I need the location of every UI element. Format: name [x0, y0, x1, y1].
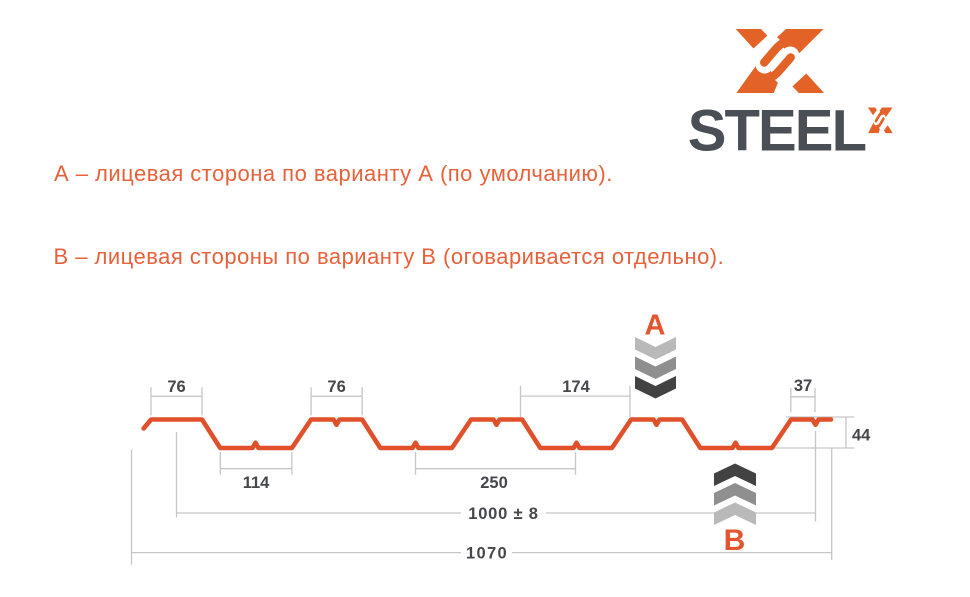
svg-text:114: 114 — [243, 474, 270, 492]
svg-text:37: 37 — [794, 377, 812, 395]
svg-text:76: 76 — [167, 378, 185, 396]
svg-text:1000 ± 8: 1000 ± 8 — [468, 505, 539, 523]
svg-text:44: 44 — [852, 427, 871, 445]
svg-text:250: 250 — [480, 474, 508, 492]
svg-text:1070: 1070 — [466, 545, 508, 563]
svg-text:А: А — [645, 310, 666, 342]
svg-text:76: 76 — [327, 378, 345, 396]
svg-text:174: 174 — [562, 378, 590, 396]
svg-text:В: В — [724, 524, 746, 557]
svg-text:STEEL: STEEL — [688, 99, 866, 164]
